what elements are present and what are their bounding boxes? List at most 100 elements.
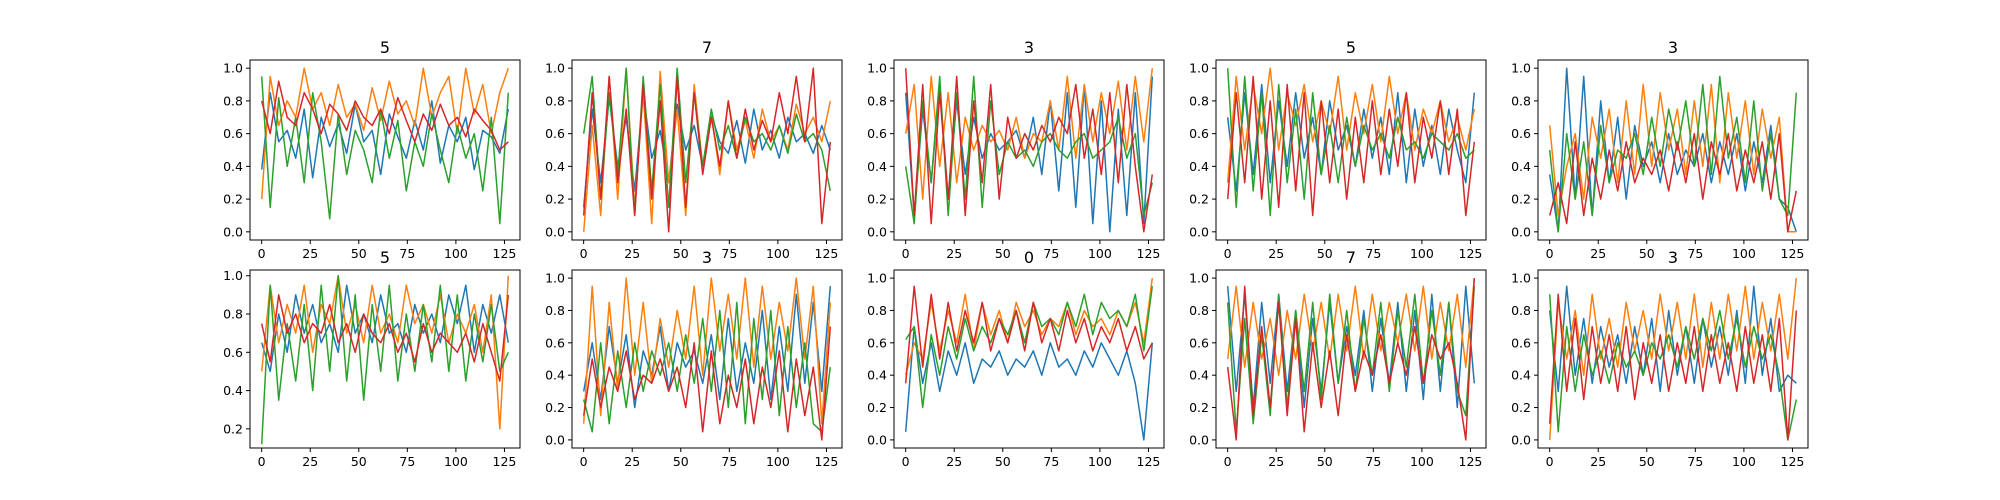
series-line-3 <box>260 76 510 225</box>
x-tick-label: 125 <box>1781 246 1805 261</box>
series-line-4 <box>1226 75 1476 217</box>
plot-frame <box>893 59 1165 241</box>
x-tick-label: 125 <box>815 246 839 261</box>
x-tick-label: 0 <box>902 454 910 469</box>
y-tick-label: 0.4 <box>1511 368 1531 383</box>
y-tick-label: 0.0 <box>867 432 887 447</box>
x-tick-label: 100 <box>1088 246 1112 261</box>
plot-frame <box>249 59 521 241</box>
plot-frame <box>571 269 843 449</box>
x-tick-label: 75 <box>1043 246 1059 261</box>
y-tick-label: 0.0 <box>223 224 243 239</box>
subplot-title: 3 <box>1668 38 1678 57</box>
x-tick-label: 0 <box>580 454 588 469</box>
series-line-2 <box>1226 278 1476 376</box>
x-tick-label: 125 <box>1137 246 1161 261</box>
x-tick-label: 100 <box>1410 454 1434 469</box>
x-tick-label: 50 <box>673 454 689 469</box>
y-tick-label: 1.0 <box>223 268 243 283</box>
y-tick-label: 0.2 <box>1189 400 1209 415</box>
series-line-3 <box>1548 75 1798 233</box>
series-line-4 <box>904 285 1153 384</box>
x-tick-label: 75 <box>721 454 737 469</box>
series-line-4 <box>1548 293 1798 441</box>
series-line-1 <box>1548 285 1797 393</box>
y-tick-label: 0.8 <box>545 303 565 318</box>
plot-frame <box>249 269 521 449</box>
series-line-3 <box>904 75 1154 225</box>
subplot-9: 7 0 25 50 75 100 125 0.0 0.2 0.4 0.6 0.8 1.0 <box>1189 248 1487 469</box>
y-tick-label: 0.4 <box>1511 159 1531 174</box>
y-tick-label: 0.0 <box>1511 224 1531 239</box>
y-tick-label: 0.8 <box>545 93 565 108</box>
plot-frame <box>571 59 843 241</box>
y-tick-label: 0.6 <box>1189 126 1209 141</box>
x-tick-label: 0 <box>1224 454 1232 469</box>
subplot-7: 3 0 25 50 75 100 125 0.0 0.2 0.4 0.6 0.8 1.0 <box>545 248 843 469</box>
series-line-3 <box>582 67 832 217</box>
plot-frame <box>1215 269 1487 449</box>
x-tick-label: 25 <box>946 454 962 469</box>
series-line-2 <box>1548 278 1798 440</box>
subplot-title: 5 <box>380 38 390 57</box>
subplot-title: 3 <box>702 248 712 267</box>
x-tick-label: 0 <box>1546 454 1554 469</box>
series-line-1 <box>904 325 1154 441</box>
y-tick-label: 0.0 <box>1189 432 1209 447</box>
x-tick-label: 125 <box>1459 246 1483 261</box>
series-line-3 <box>260 274 509 445</box>
series-line-4 <box>1548 132 1798 233</box>
x-tick-label: 75 <box>399 454 415 469</box>
y-tick-label: 0.6 <box>1189 335 1209 350</box>
subplot-2: 7 0 25 50 75 100 125 0.0 0.2 0.4 0.6 0.8 1.0 <box>545 38 843 261</box>
series-line-2 <box>1226 67 1476 183</box>
series-line-2 <box>260 67 510 200</box>
x-tick-label: 75 <box>1687 246 1703 261</box>
x-tick-label: 25 <box>1590 454 1606 469</box>
y-tick-label: 0.2 <box>223 192 243 207</box>
x-tick-label: 125 <box>1459 454 1483 469</box>
y-tick-label: 0.2 <box>545 192 565 207</box>
x-tick-label: 0 <box>258 454 266 469</box>
y-tick-label: 0.2 <box>867 192 887 207</box>
series-line-3 <box>1548 294 1798 441</box>
y-tick-label: 0.4 <box>545 159 565 174</box>
y-tick-label: 0.2 <box>1511 400 1531 415</box>
y-tick-label: 0.6 <box>867 335 887 350</box>
plot-frame <box>1215 59 1487 241</box>
x-tick-label: 100 <box>1410 246 1434 261</box>
y-tick-label: 1.0 <box>223 61 243 76</box>
series-line-3 <box>582 301 832 433</box>
y-tick-label: 0.8 <box>867 303 887 318</box>
plot-frame <box>893 269 1165 449</box>
y-tick-label: 0.2 <box>545 400 565 415</box>
series-line-2 <box>904 68 1154 200</box>
x-tick-label: 25 <box>302 246 318 261</box>
subplot-title: 5 <box>1346 38 1356 57</box>
x-tick-label: 50 <box>1317 246 1333 261</box>
series-line-1 <box>1548 67 1798 233</box>
x-tick-label: 100 <box>1732 454 1756 469</box>
y-tick-label: 0.6 <box>545 335 565 350</box>
y-tick-label: 0.6 <box>223 345 243 360</box>
subplot-10: 3 0 25 50 75 100 125 0.0 0.2 0.4 0.6 0.8 1.0 <box>1511 248 1809 469</box>
y-tick-label: 0.8 <box>223 93 243 108</box>
x-tick-label: 75 <box>399 246 415 261</box>
x-tick-label: 75 <box>1043 454 1059 469</box>
y-tick-label: 1.0 <box>1511 271 1531 286</box>
subplot-3: 3 0 25 50 75 100 125 0.0 0.2 0.4 0.6 0.8 1.0 <box>867 38 1165 261</box>
y-tick-label: 0.2 <box>1189 192 1209 207</box>
y-tick-label: 0.8 <box>1189 303 1209 318</box>
subplot-5: 3 0 25 50 75 100 125 0.0 0.2 0.4 0.6 0.8 1.0 <box>1511 38 1809 261</box>
y-tick-label: 0.6 <box>867 126 887 141</box>
x-tick-label: 50 <box>1317 454 1333 469</box>
x-tick-label: 125 <box>493 454 517 469</box>
y-tick-label: 1.0 <box>545 271 565 286</box>
y-tick-label: 0.4 <box>867 159 887 174</box>
y-tick-label: 0.6 <box>1511 335 1531 350</box>
x-tick-label: 125 <box>493 246 517 261</box>
y-tick-label: 0.4 <box>223 159 243 174</box>
